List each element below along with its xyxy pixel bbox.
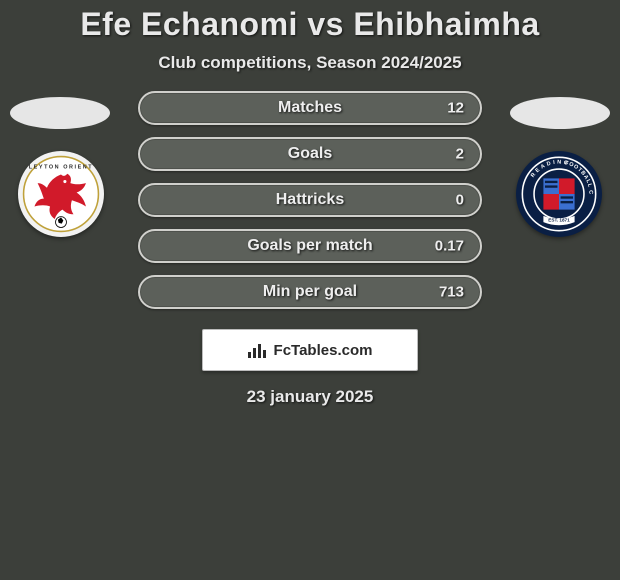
stat-value: 2 <box>456 146 464 163</box>
player-photo-right-placeholder <box>510 97 610 129</box>
stat-label: Hattricks <box>276 191 344 209</box>
stat-value: 12 <box>447 100 464 117</box>
club-crest-right: READING FOOTBALL CLUB EST. 1871 <box>516 151 602 237</box>
stat-value: 0 <box>456 192 464 209</box>
stat-row-min-per-goal: Min per goal 713 <box>138 275 482 309</box>
stat-label: Goals per match <box>247 237 372 255</box>
comparison-body: LEYTON ORIENT READING FO <box>0 91 620 407</box>
stat-label: Goals <box>288 145 332 163</box>
wyvern-icon: LEYTON ORIENT <box>22 155 100 233</box>
date-line: 23 january 2025 <box>0 387 620 407</box>
player-photo-left-placeholder <box>10 97 110 129</box>
stat-value: 0.17 <box>435 238 464 255</box>
stat-row-goals-per-match: Goals per match 0.17 <box>138 229 482 263</box>
attribution-badge: FcTables.com <box>202 329 418 371</box>
page-title: Efe Echanomi vs Ehibhaimha <box>0 6 620 43</box>
stat-pill-stack: Matches 12 Goals 2 Hattricks 0 Goals per… <box>138 91 482 309</box>
svg-text:LEYTON ORIENT: LEYTON ORIENT <box>29 164 93 170</box>
svg-text:EST. 1871: EST. 1871 <box>548 217 570 222</box>
stat-label: Min per goal <box>263 283 357 301</box>
bar-chart-icon <box>248 342 268 358</box>
stat-row-hattricks: Hattricks 0 <box>138 183 482 217</box>
club-crest-left: LEYTON ORIENT <box>18 151 104 237</box>
subtitle: Club competitions, Season 2024/2025 <box>0 53 620 73</box>
stat-label: Matches <box>278 99 342 117</box>
stat-row-matches: Matches 12 <box>138 91 482 125</box>
stat-row-goals: Goals 2 <box>138 137 482 171</box>
stat-value: 713 <box>439 284 464 301</box>
attribution-text: FcTables.com <box>274 342 373 359</box>
comparison-card: Efe Echanomi vs Ehibhaimha Club competit… <box>0 0 620 407</box>
reading-crest-icon: READING FOOTBALL CLUB EST. 1871 <box>520 155 598 233</box>
